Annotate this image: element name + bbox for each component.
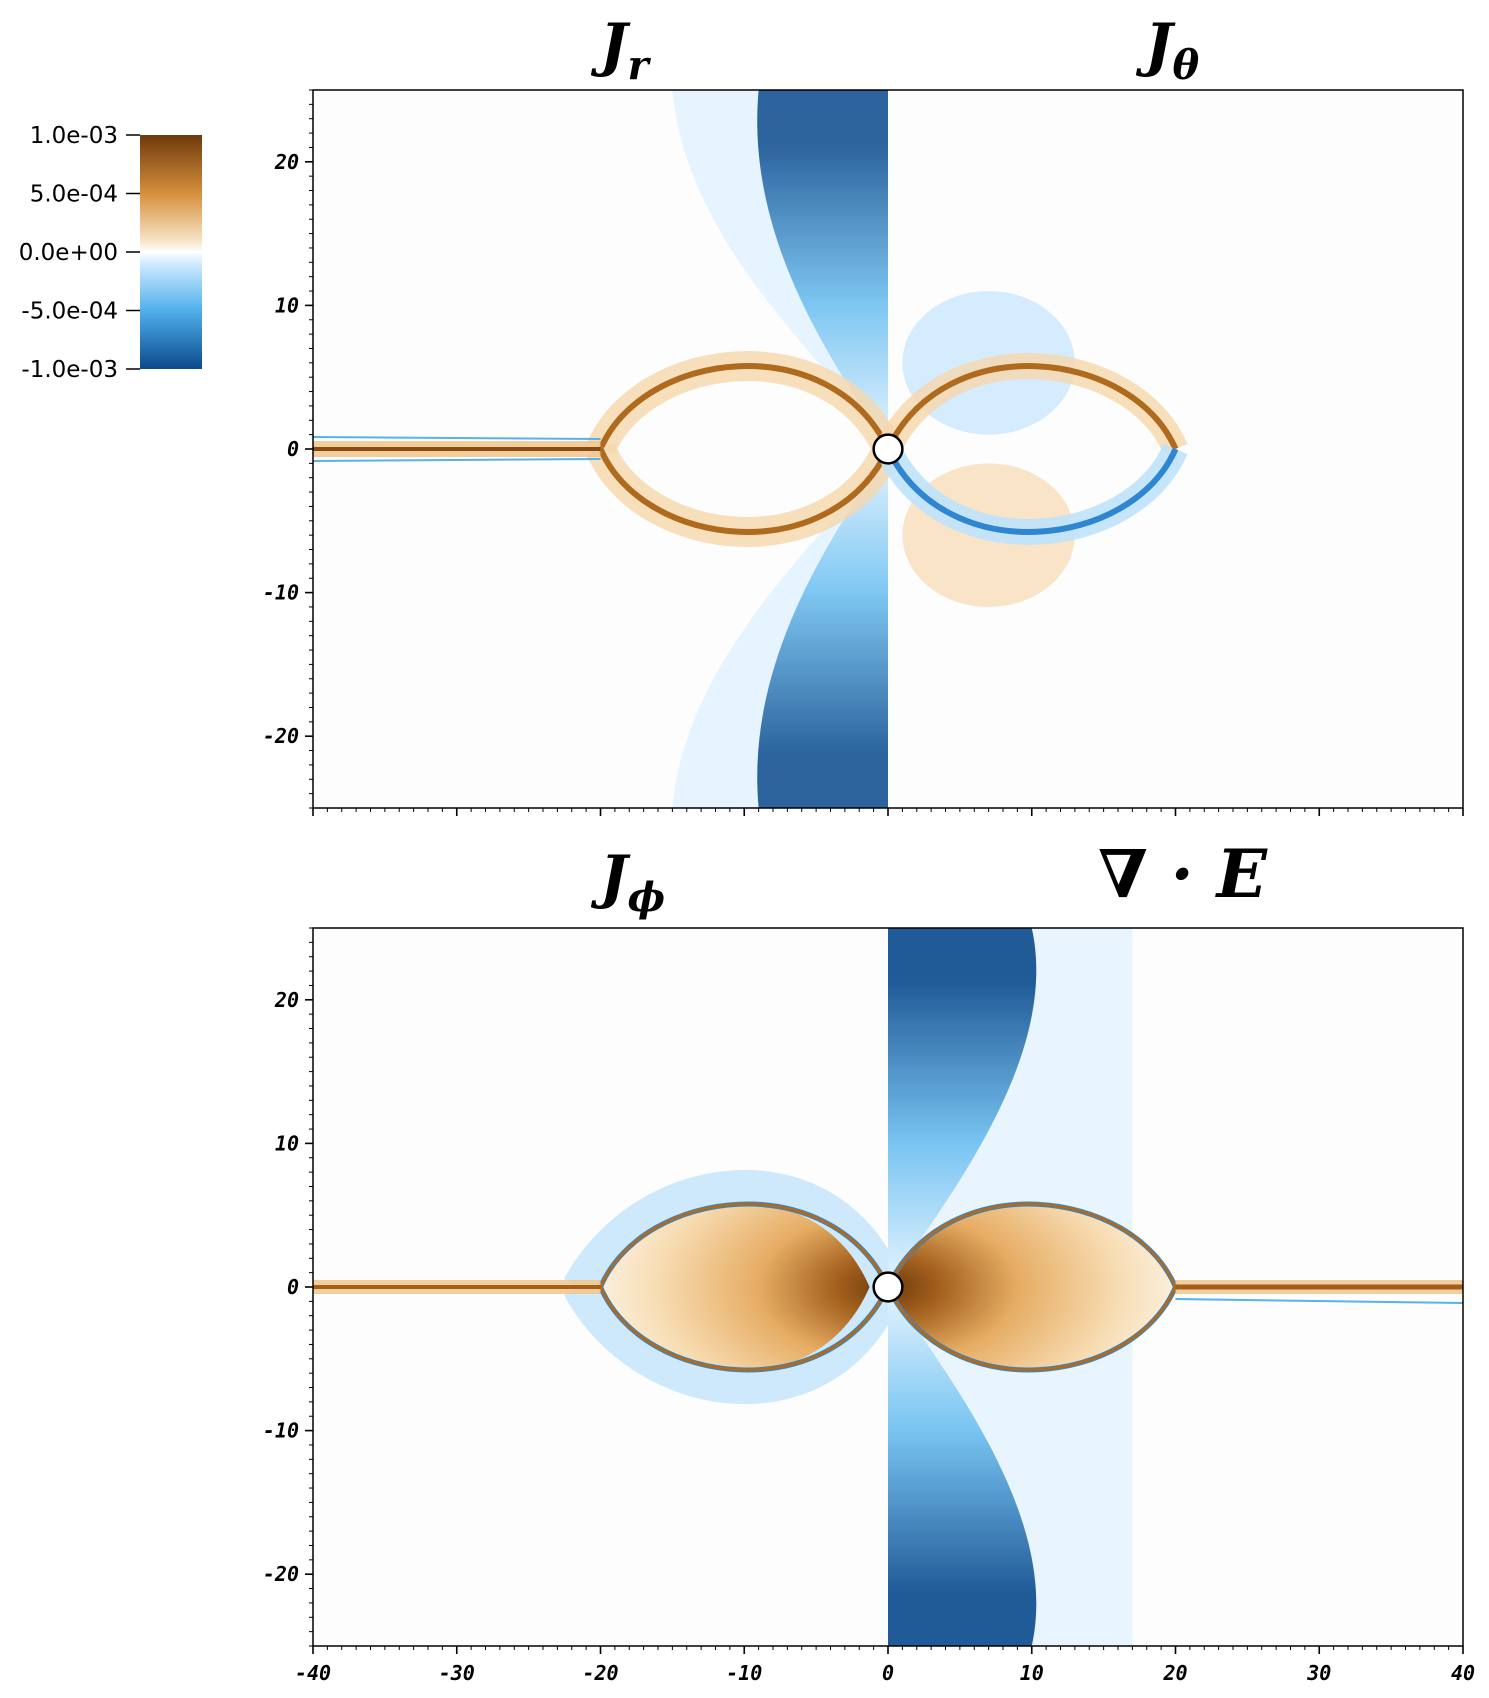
jphi-lower-inner-edge [599, 1286, 890, 1372]
x-tick-label: 40 [1451, 1661, 1475, 1685]
title-top-left: Jr [590, 11, 651, 89]
y-tick-label: 0 [287, 1275, 299, 1299]
central-star [872, 433, 904, 465]
title-top-right: Jθ [1135, 11, 1199, 89]
jphi-orange-lobe [600, 1204, 888, 1370]
jr-sheet-blue-edge [313, 458, 601, 462]
title-bottom-left: Jϕ [590, 843, 665, 921]
y-tick-label: 10 [275, 293, 299, 317]
jr-lower-separatrix [597, 447, 891, 535]
jr-upper-blue [757, 90, 888, 449]
jphi-upper-blue-halo [563, 1170, 904, 1296]
divE-lower-inner-edge [886, 1286, 1177, 1372]
colorbar-tick-label: 1.0e-03 [30, 123, 118, 149]
colorbar: 1.0e-03 5.0e-04 0.0e+00 -5.0e-04 -1.0e-03 [19, 123, 202, 383]
x-tick-label: 30 [1306, 1661, 1331, 1685]
colorbar-ticks: 1.0e-03 5.0e-04 0.0e+00 -5.0e-04 -1.0e-03 [19, 123, 140, 383]
y-tick-label: -10 [263, 1419, 299, 1443]
y-tick-label: 0 [287, 437, 299, 461]
y-tick-label: 20 [274, 988, 299, 1012]
jphi-upper-inner-edge [599, 1202, 890, 1288]
central-star [872, 1271, 904, 1303]
divE-sheet-blue-edge [1175, 1298, 1463, 1304]
y-tick-label: -20 [263, 1562, 299, 1586]
divE-upper-blue [888, 928, 1037, 1287]
jphi-lower-blue-halo [563, 1278, 904, 1404]
jtheta-upper-separatrix [885, 363, 1179, 451]
panel-top-heatmap: 20 10 0 -10 -20 [263, 89, 1464, 816]
colorbar-tick-label: -5.0e-04 [21, 299, 118, 325]
colorbar-tick-label: 0.0e+00 [19, 240, 118, 266]
x-tick-label: -30 [439, 1661, 475, 1685]
colorbar-gradient [140, 135, 202, 369]
x-tick-label: -20 [582, 1661, 618, 1685]
x-tick-label: -10 [726, 1661, 762, 1685]
jr-lower-blue [757, 449, 888, 808]
x-tick-label: 0 [882, 1661, 894, 1685]
panel-bottom-heatmap: 20 10 0 -10 -20 -40 -30 -20 -10 0 10 20 30 40 [263, 927, 1475, 1685]
jtheta-lower-separatrix [885, 447, 1179, 535]
title-bottom-right: ∇ · E [1098, 835, 1269, 913]
x-tick-label: 10 [1020, 1661, 1044, 1685]
jr-sheet-blue-edge [313, 436, 601, 440]
y-tick-label: -20 [263, 724, 299, 748]
divE-lower-blue [888, 1287, 1037, 1646]
colorbar-tick-label: 5.0e-04 [30, 182, 118, 208]
x-tick-label: 20 [1162, 1661, 1187, 1685]
y-tick-label: -10 [263, 581, 299, 605]
x-tick-label: -40 [295, 1661, 331, 1685]
divE-upper-inner-edge [886, 1202, 1177, 1288]
y-tick-label: 20 [274, 150, 299, 174]
jr-upper-separatrix [597, 363, 891, 451]
y-tick-label: 10 [275, 1131, 299, 1155]
divE-orange-lobe [888, 1204, 1176, 1370]
colorbar-tick-label: -1.0e-03 [21, 357, 118, 383]
